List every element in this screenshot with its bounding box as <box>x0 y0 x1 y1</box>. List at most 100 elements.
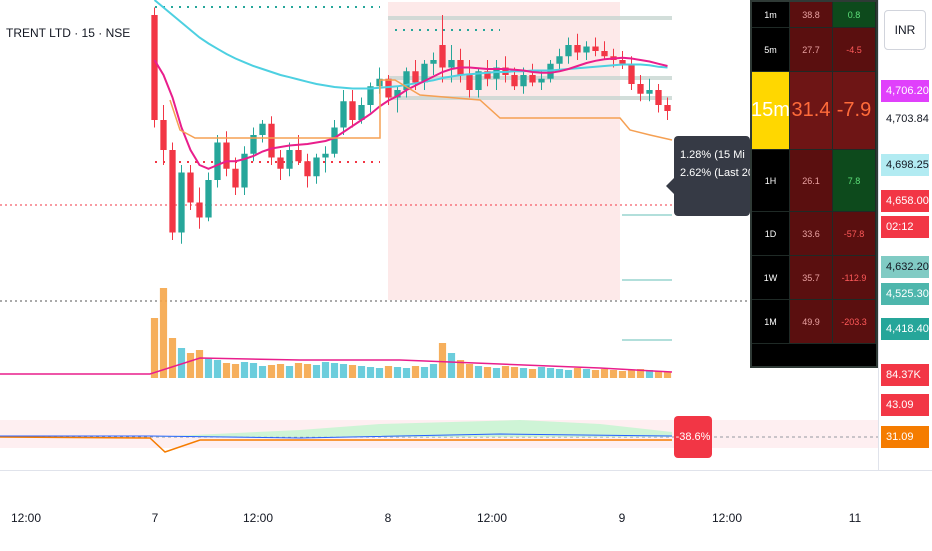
candle-body <box>250 135 257 154</box>
volume-bar <box>411 366 420 378</box>
rsi-change: 7.8 <box>833 150 876 212</box>
candle-body <box>286 150 293 169</box>
rsi-value: 35.7 <box>790 256 833 300</box>
volume-bar <box>438 343 447 378</box>
price-label: 4,703.84 <box>881 108 929 130</box>
volume-bar <box>519 368 528 378</box>
rsi-value: 27.7 <box>790 28 833 72</box>
price-chart[interactable] <box>0 0 878 470</box>
change-tooltip: 1.28% (15 Mi 2.62% (Last 20 D <box>674 136 750 216</box>
time-axis[interactable]: 12:00 7 12:00 8 12:00 9 12:00 11 <box>0 470 932 551</box>
volume-bar <box>276 364 285 378</box>
volume-bar <box>267 365 276 378</box>
volume-bar <box>150 318 159 378</box>
volume-bar <box>159 288 168 378</box>
rsi-change: -203.3 <box>833 300 876 344</box>
rsi-row: 1H 26.1 7.8 <box>752 150 876 212</box>
candle-body <box>448 60 455 68</box>
volume-bar <box>582 369 591 378</box>
candle-body <box>331 127 338 154</box>
volume-bar <box>645 370 654 378</box>
volume-bar <box>492 368 501 378</box>
rsi-change: -57.8 <box>833 212 876 256</box>
volume-bar <box>231 364 240 378</box>
tooltip-line-1: 1.28% (15 Mi <box>680 149 745 161</box>
candle-body <box>358 105 365 120</box>
candle-body <box>421 63 428 83</box>
candle-body <box>178 172 185 233</box>
rsi-timeframe: 1W <box>752 256 790 300</box>
volume-bar <box>357 366 366 378</box>
rsi-value: 31.4 <box>790 72 833 150</box>
candle-body <box>511 75 518 87</box>
candle-body <box>646 90 653 94</box>
candle-body <box>277 157 284 169</box>
candle-body <box>241 153 248 188</box>
volume-bar <box>339 364 348 378</box>
volume-bar <box>366 367 375 378</box>
candle-body <box>403 71 410 90</box>
candle-body <box>367 86 374 105</box>
candle-body <box>574 45 581 53</box>
volume-bar <box>510 367 519 378</box>
rsi-row: 1m 38.8 0.8 <box>752 2 876 28</box>
rsi-row: 1D 33.6 -57.8 <box>752 212 876 256</box>
candle-body <box>592 46 599 51</box>
candle-body <box>601 51 608 57</box>
volume-bar <box>222 363 231 378</box>
candle-body <box>664 105 671 111</box>
volume-ma-line <box>0 357 673 375</box>
candle-body <box>295 150 302 162</box>
candle-body <box>529 75 536 83</box>
rsi-timeframe: 15m <box>751 72 790 150</box>
rsi-timeframe: 1H <box>752 150 790 212</box>
candle-body <box>349 101 356 120</box>
candle-body <box>187 172 194 203</box>
price-label: 84.37K <box>881 364 929 386</box>
rsi-table: 1m 38.8 0.8 5m 27.7 -4.5 15m 31.4 -7.9 1H 26.1 7.8 1… <box>750 0 878 368</box>
volume-bar <box>312 365 321 378</box>
volume-bar <box>195 350 204 378</box>
trailing-stop-line <box>169 79 673 141</box>
volume-bar <box>627 370 636 378</box>
candle-body <box>196 202 203 218</box>
candle-body <box>493 67 500 79</box>
volume-bar <box>501 366 510 378</box>
candle-body <box>304 161 311 177</box>
currency-button[interactable]: INR <box>884 10 926 50</box>
volume-bar <box>177 348 186 378</box>
rsi-row: 5m 27.7 -4.5 <box>752 28 876 72</box>
volume-bar <box>600 369 609 378</box>
rsi-change: -112.9 <box>833 256 876 300</box>
oscillator-area-pos <box>150 420 672 437</box>
volume-bar <box>402 368 411 378</box>
tooltip-arrow <box>666 178 674 194</box>
volume-bar <box>654 371 663 378</box>
rsi-row: 1W 35.7 -112.9 <box>752 256 876 300</box>
tooltip-line-2: 2.62% (Last 20 D <box>680 167 750 179</box>
time-label: 12:00 <box>476 511 508 525</box>
candle-body <box>268 123 275 158</box>
candle-body <box>520 75 527 87</box>
volume-bar <box>213 360 222 378</box>
rsi-value: 49.9 <box>790 300 833 344</box>
volume-bar <box>249 363 258 378</box>
volume-bar <box>330 363 339 378</box>
candle-body <box>313 157 320 177</box>
price-label: 4,658.00 <box>881 190 929 212</box>
rsi-change: -4.5 <box>833 28 876 72</box>
rsi-value: 38.8 <box>790 2 833 28</box>
rsi-timeframe: 1m <box>752 2 790 28</box>
rsi-row: 1M 49.9 -203.3 <box>752 300 876 344</box>
rsi-value: 33.6 <box>790 212 833 256</box>
candle-body <box>394 90 401 98</box>
volume-bar <box>375 368 384 378</box>
rsi-change: 0.8 <box>833 2 876 28</box>
volume-bar <box>537 367 546 378</box>
candle-body <box>484 71 491 79</box>
volume-bar <box>303 364 312 378</box>
candle-body <box>628 63 635 84</box>
highlight-zone <box>388 2 620 300</box>
candle-body <box>583 46 590 53</box>
volume-bar <box>636 369 645 378</box>
